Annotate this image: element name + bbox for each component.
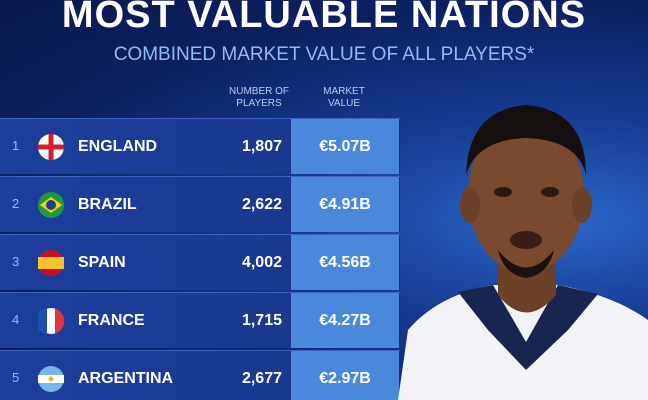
country-name: ENGLAND: [78, 138, 158, 155]
country-name: ARGENTINA: [78, 370, 174, 387]
table-row: 4 FRANCE 1,715 €4.27B: [0, 292, 400, 348]
market-value: €4.27B: [291, 293, 399, 348]
flag-icon: [38, 308, 64, 334]
flag-icon: [38, 192, 64, 218]
column-header: MARKET VALUE: [323, 86, 365, 109]
rank: 2: [12, 196, 20, 211]
table-row: 2 BRAZIL 2,622 €4.91B: [0, 176, 400, 232]
country-name: FRANCE: [78, 312, 145, 329]
rank: 5: [12, 370, 20, 385]
flag-icon: [38, 366, 64, 392]
country-name: SPAIN: [78, 254, 126, 271]
rank: 4: [12, 312, 20, 327]
flag-icon: [38, 250, 64, 276]
player-count: 1,807: [241, 138, 282, 155]
flag-icon: [38, 134, 64, 160]
country-name: BRAZIL: [78, 196, 137, 213]
market-value: €5.07B: [291, 119, 399, 174]
rank: 1: [12, 138, 20, 153]
table-row: 5 ARGENTINA 2,677 €2.97B: [0, 350, 400, 400]
player-count: 2,677: [241, 370, 282, 387]
table-row: 3 SPAIN 4,002 €4.56B: [0, 234, 400, 290]
player-count: 1,715: [241, 312, 282, 329]
market-value: €4.91B: [291, 177, 399, 232]
column-header: NUMBER OF PLAYERS: [229, 86, 289, 109]
rank: 3: [12, 254, 20, 269]
market-value: €4.56B: [291, 235, 399, 290]
title: MOST VALUABLE NATIONS: [61, 0, 587, 36]
player-photo: [398, 105, 648, 400]
market-value: €2.97B: [291, 351, 399, 400]
subtitle: COMBINED MARKET VALUE OF ALL PLAYERS*: [113, 44, 535, 65]
player-count: 2,622: [241, 196, 282, 213]
player-count: 4,002: [241, 254, 282, 271]
table-row: 1 ENGLAND 1,807 €5.07B: [0, 118, 400, 174]
